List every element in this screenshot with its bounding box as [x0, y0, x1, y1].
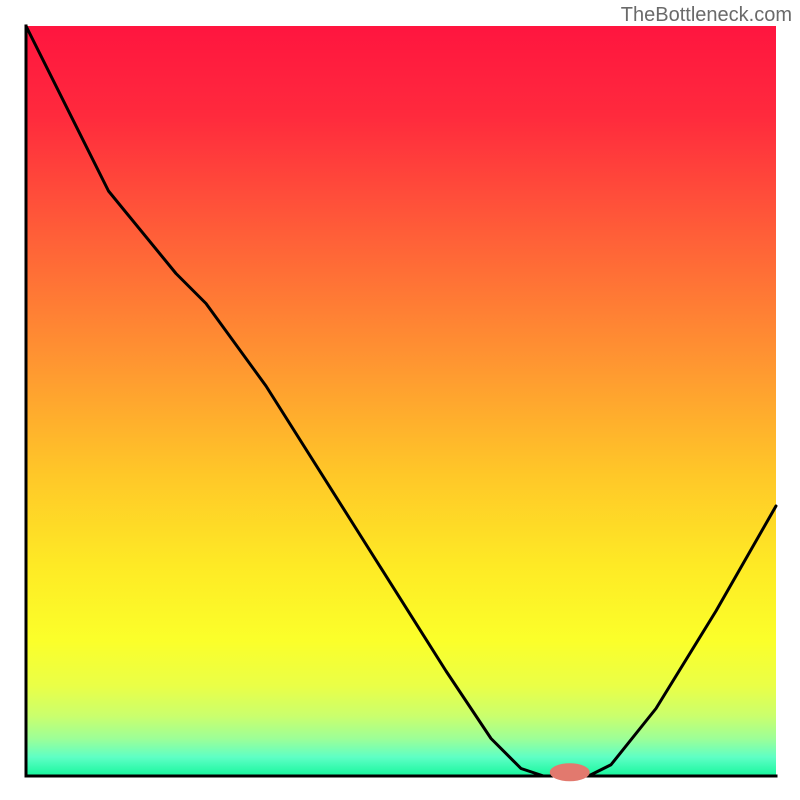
- bottleneck-chart: TheBottleneck.com: [0, 0, 800, 800]
- plot-background: [26, 26, 776, 776]
- attribution-text: TheBottleneck.com: [621, 4, 792, 27]
- optimal-region-marker: [550, 763, 590, 781]
- chart-canvas: [0, 0, 800, 800]
